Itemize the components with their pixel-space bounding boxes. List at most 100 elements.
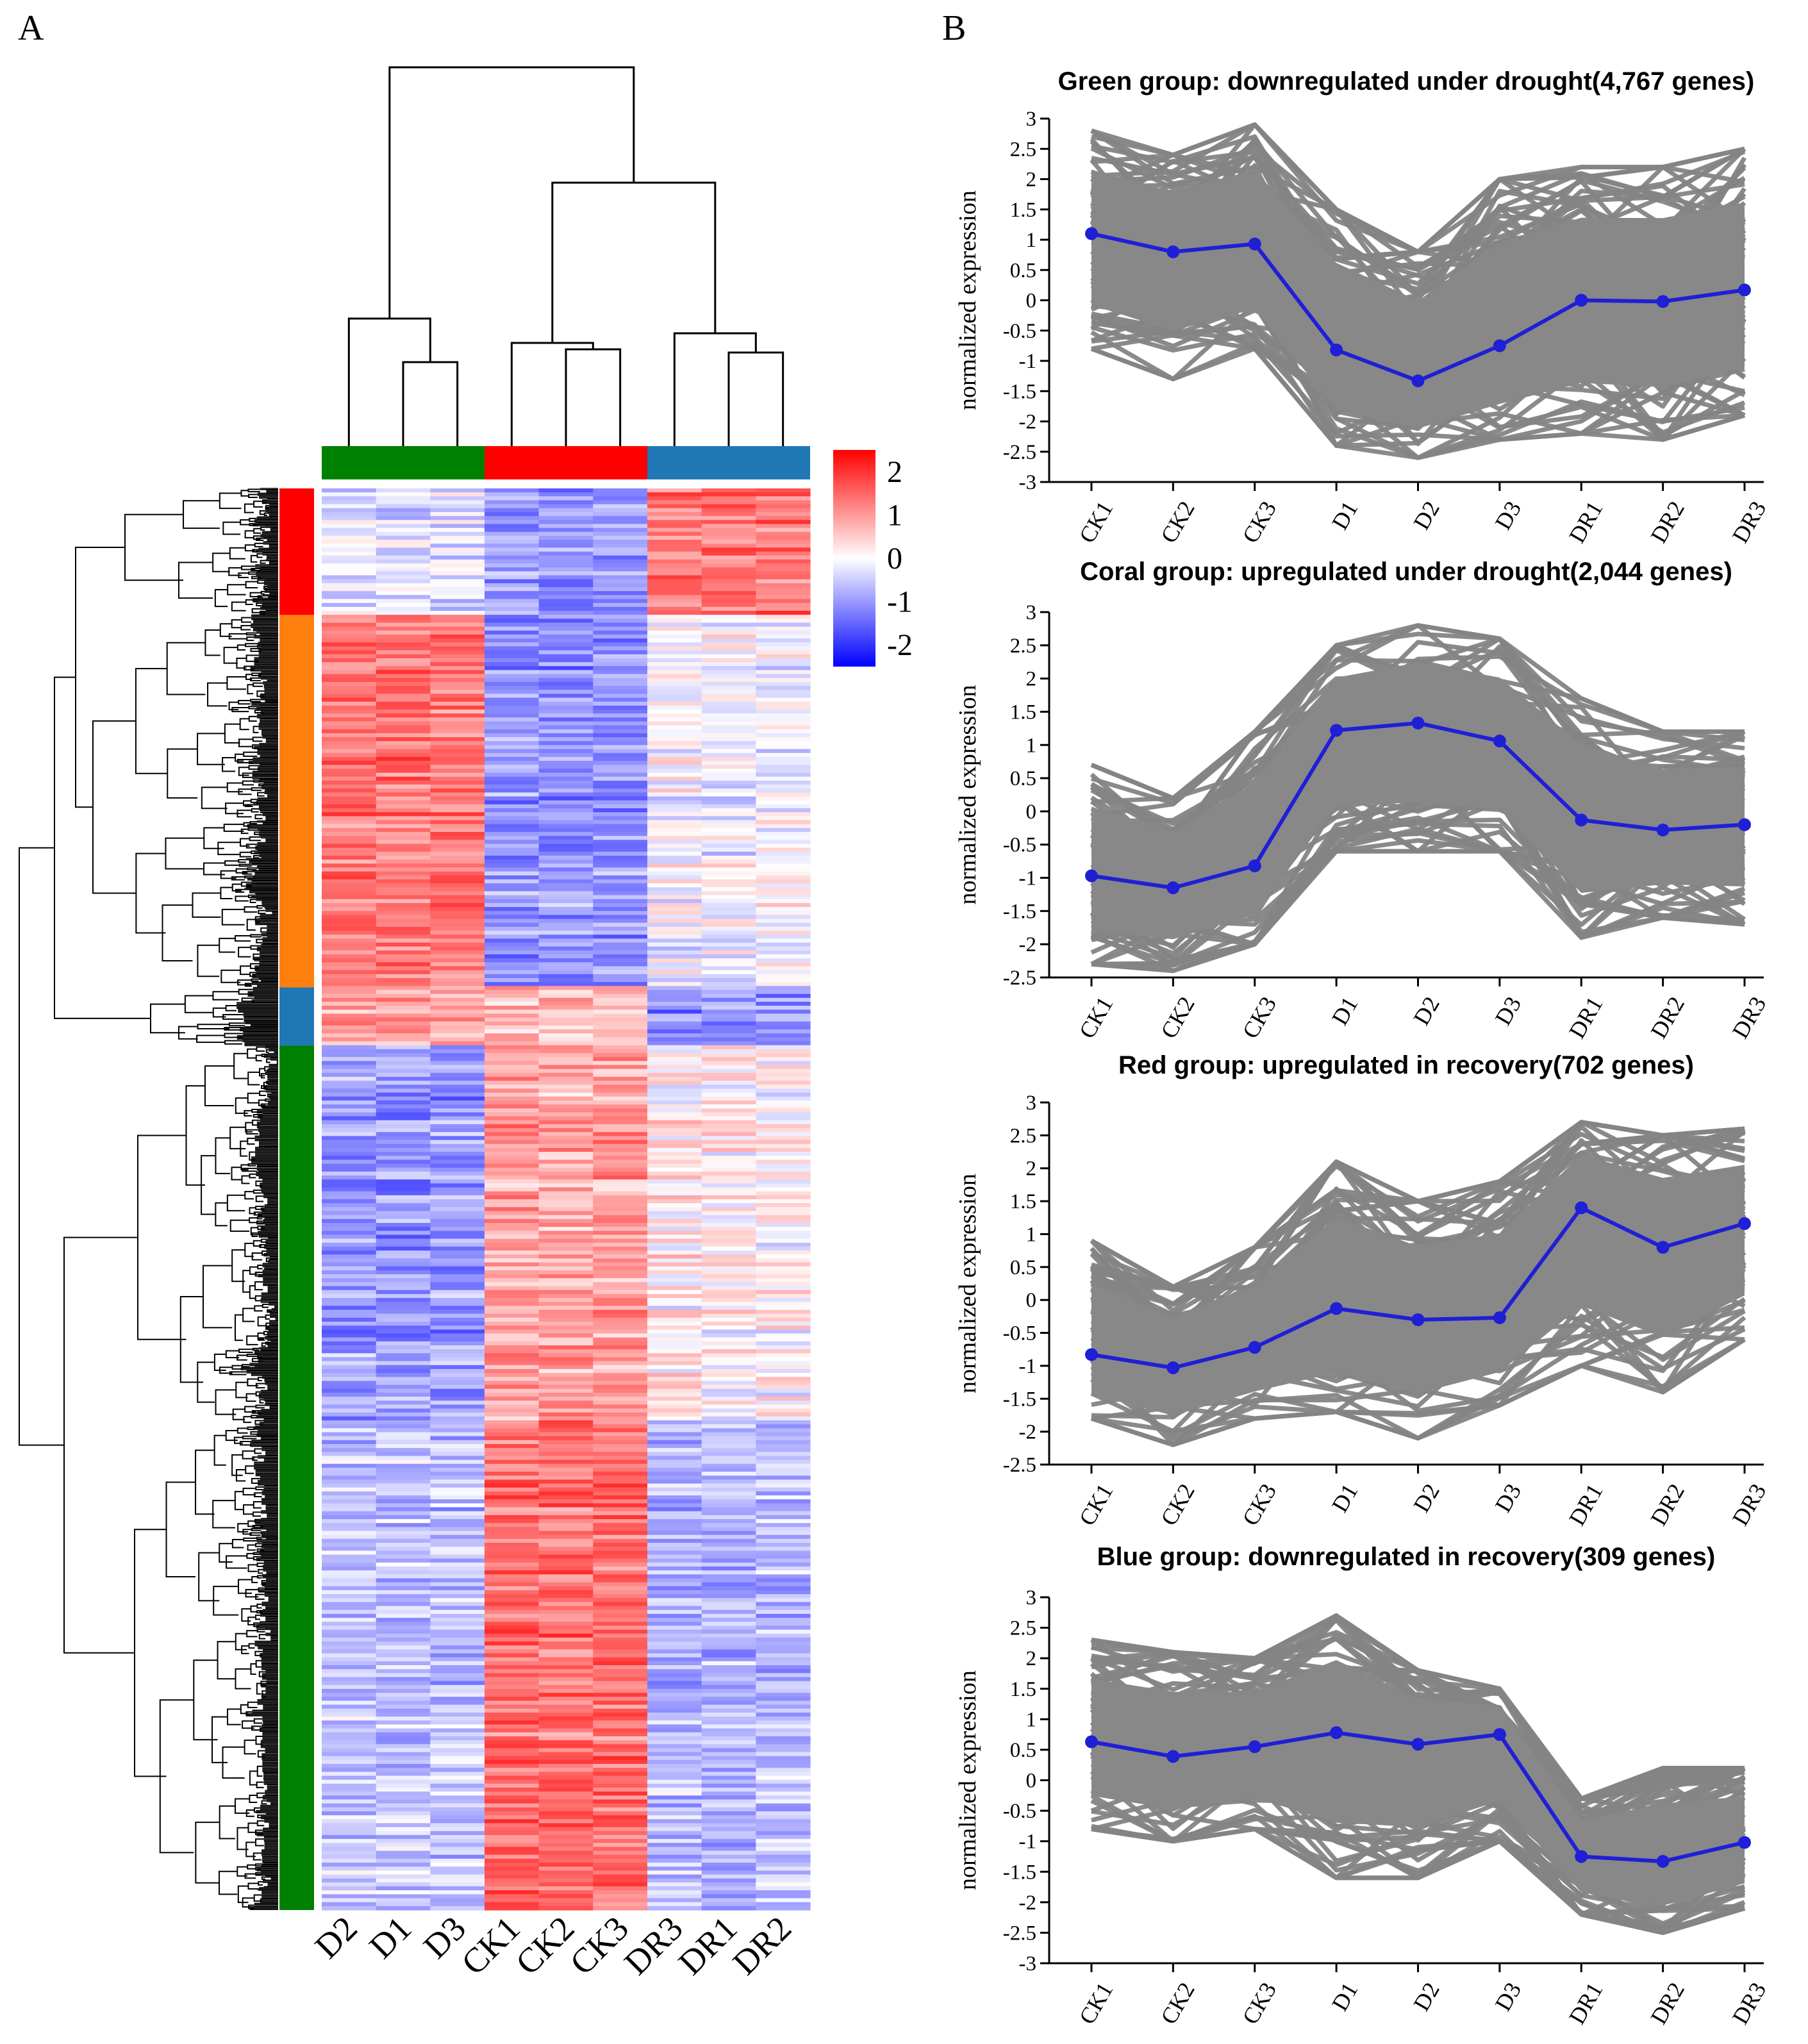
heatmap-cell	[376, 583, 431, 588]
heatmap-cell	[322, 1238, 377, 1243]
heatmap-cell	[593, 1282, 648, 1287]
heatmap-cell	[593, 1511, 648, 1516]
heatmap-cell	[376, 1598, 431, 1603]
dendrogram-branch	[255, 1195, 264, 1202]
heatmap-cell	[430, 606, 485, 611]
heatmap-cell	[322, 1384, 377, 1390]
heatmap-cell	[485, 705, 540, 710]
heatmap-cell	[756, 1459, 811, 1465]
heatmap-cell	[593, 1176, 648, 1180]
heatmap-cell	[485, 922, 540, 927]
heatmap-cell	[756, 958, 811, 963]
heatmap-cell	[647, 1337, 702, 1342]
heatmap-cell	[593, 1199, 648, 1204]
heatmap-cell	[756, 1783, 811, 1788]
heatmap-cell	[593, 1140, 648, 1145]
heatmap-cell	[322, 1554, 377, 1559]
heatmap-cell	[756, 1491, 811, 1496]
heatmap-cell	[756, 1724, 811, 1729]
heatmap-cell	[593, 1788, 648, 1792]
heatmap-cell	[430, 1147, 485, 1152]
heatmap-cell	[647, 1329, 702, 1334]
heatmap-cell	[485, 1001, 540, 1006]
heatmap-cell	[485, 1013, 540, 1018]
heatmap-cell	[756, 1483, 811, 1488]
heatmap-cell	[756, 962, 811, 967]
row-cluster-1	[279, 488, 314, 615]
heatmap-cell	[322, 579, 377, 584]
heatmap-cell	[485, 520, 540, 525]
heatmap-cell	[430, 1061, 485, 1066]
heatmap-cell	[376, 599, 431, 604]
heatmap-cell	[538, 1013, 593, 1018]
heatmap-cell	[647, 1669, 702, 1674]
heatmap-cell	[485, 1712, 540, 1717]
heatmap-cell	[376, 1357, 431, 1362]
heatmap-cell	[593, 1440, 648, 1445]
heatmap-cell	[376, 1072, 431, 1077]
heatmap-cell	[322, 626, 377, 631]
heatmap-cell	[322, 883, 377, 888]
heatmap-cell	[701, 1443, 756, 1449]
heatmap-cell	[647, 1420, 702, 1425]
heatmap-cell	[538, 1397, 593, 1401]
heatmap-cell	[538, 1538, 593, 1543]
heatmap-cell	[756, 800, 811, 805]
heatmap-cell	[538, 1622, 593, 1626]
heatmap-cell	[322, 1006, 377, 1010]
heatmap-cell	[430, 851, 485, 856]
heatmap-cell	[430, 820, 485, 825]
heatmap-cell	[701, 1238, 756, 1243]
heatmap-cell	[376, 721, 431, 726]
heatmap-cell	[485, 1700, 540, 1706]
heatmap-cell	[701, 974, 756, 979]
heatmap-cell	[647, 1827, 702, 1832]
heatmap-cell	[322, 899, 377, 904]
heatmap-cell	[485, 1772, 540, 1777]
heatmap-cell	[538, 1602, 593, 1607]
heatmap-cell	[485, 860, 540, 864]
heatmap-cell	[538, 1724, 593, 1729]
heatmap-cell	[701, 1700, 756, 1706]
heatmap-cell	[376, 986, 431, 991]
heatmap-cell	[756, 1633, 811, 1638]
heatmap-cell	[485, 571, 540, 576]
heatmap-cell	[647, 697, 702, 702]
heatmap-cell	[701, 1487, 756, 1492]
heatmap-cell	[647, 1641, 702, 1646]
heatmap-cell	[701, 1282, 756, 1287]
heatmap-cell	[430, 1068, 485, 1074]
heatmap-cell	[701, 516, 756, 520]
heatmap-cell	[376, 1456, 431, 1461]
heatmap-cell	[593, 1570, 648, 1575]
heatmap-cell	[322, 1712, 377, 1717]
heatmap-cell	[538, 820, 593, 825]
heatmap-cell	[756, 1586, 811, 1591]
heatmap-cell	[322, 1436, 377, 1441]
heatmap-cell	[701, 1266, 756, 1271]
heatmap-cell	[376, 899, 431, 904]
heatmap-cell	[538, 1519, 593, 1524]
heatmap-cell	[485, 875, 540, 880]
heatmap-cell	[593, 1306, 648, 1311]
dendrogram-branch	[237, 1885, 249, 1904]
heatmap-cell	[593, 1325, 648, 1330]
heatmap-cell	[701, 1495, 756, 1500]
heatmap-cell	[322, 690, 377, 694]
heatmap-cell	[430, 511, 485, 517]
heatmap-cell	[376, 1222, 431, 1227]
heatmap-cell	[430, 1215, 485, 1220]
heatmap-cell	[701, 1543, 756, 1547]
heatmap-cell	[376, 1503, 431, 1508]
heatmap-cell	[485, 567, 540, 572]
heatmap-cell	[647, 792, 702, 797]
heatmap-cell	[538, 840, 593, 845]
heatmap-cell	[322, 1290, 377, 1295]
heatmap-cell	[430, 579, 485, 584]
heatmap-cell	[647, 745, 702, 750]
heatmap-cell	[647, 619, 702, 624]
heatmap-cell	[430, 997, 485, 1002]
heatmap-cell	[701, 1463, 756, 1468]
heatmap-cell	[756, 1341, 811, 1346]
heatmap-cell	[538, 745, 593, 750]
